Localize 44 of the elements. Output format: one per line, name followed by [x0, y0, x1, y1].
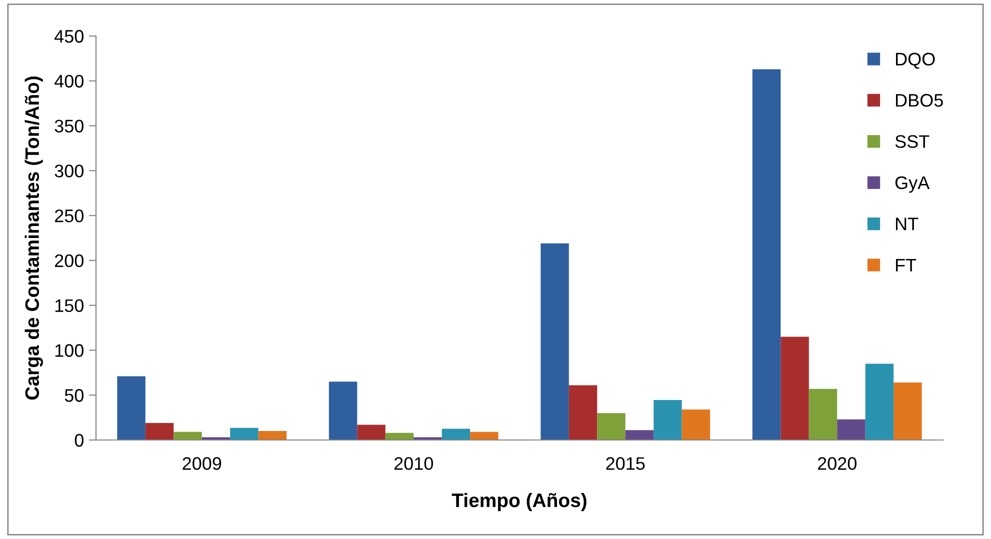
bar	[597, 413, 626, 440]
bar	[540, 243, 569, 440]
y-tick-label: 50	[64, 389, 84, 402]
legend-label: SST	[895, 135, 930, 148]
x-tick-label: 2010	[394, 457, 434, 470]
y-tick-label: 450	[54, 30, 84, 43]
bar	[808, 388, 838, 440]
x-axis-title: Tiempo (Años)	[452, 492, 586, 512]
bar	[682, 409, 710, 440]
bar	[654, 400, 682, 440]
legend-label: DBO5	[896, 94, 943, 107]
bar	[442, 428, 470, 440]
bar	[780, 336, 809, 440]
y-tick-label: 0	[74, 434, 84, 447]
bar	[357, 424, 386, 440]
bar	[328, 382, 358, 440]
y-tick-label: 100	[55, 344, 84, 357]
y-tick-label: 200	[54, 254, 84, 268]
x-tick-label: 2020	[818, 457, 857, 470]
y-axis-title: Carga de Contaminantes (Ton/Año)	[24, 76, 43, 400]
legend-label: NT	[896, 218, 918, 230]
x-tick-label: 2015	[606, 457, 645, 470]
y-tick-label: 400	[54, 74, 84, 88]
y-tick-label: 250	[54, 209, 84, 222]
legend-label: FT	[896, 258, 916, 272]
bar	[752, 69, 781, 440]
bar	[865, 364, 894, 440]
bar	[145, 422, 174, 440]
bar	[385, 432, 414, 440]
bar	[230, 428, 258, 440]
bar	[625, 430, 654, 440]
bar	[470, 432, 498, 440]
bar	[258, 431, 287, 440]
bar	[174, 432, 202, 440]
legend-label: GyA	[895, 176, 930, 193]
bar	[568, 385, 598, 440]
bar	[837, 419, 866, 440]
y-tick-label: 350	[54, 120, 84, 132]
x-tick-label: 2009	[182, 457, 222, 470]
y-tick-label: 300	[54, 164, 84, 178]
legend-label: DQO	[896, 52, 935, 69]
bar	[894, 382, 922, 440]
y-tick-label: 150	[55, 299, 84, 312]
bar	[117, 376, 146, 440]
